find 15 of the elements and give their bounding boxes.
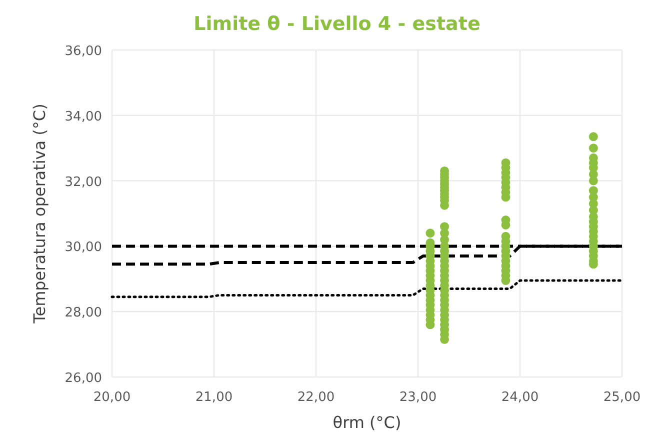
y-tick-label: 34,00	[64, 109, 102, 124]
x-tick-label: 20,00	[93, 390, 131, 405]
chart-title: Limite θ - Livello 4 - estate	[194, 13, 480, 35]
x-tick-label: 24,00	[501, 390, 539, 405]
x-axis-title: θrm (°C)	[332, 413, 402, 432]
y-tick-label: 32,00	[64, 174, 102, 190]
x-tick-label: 23,00	[399, 390, 437, 405]
x-tick-label: 21,00	[195, 390, 233, 405]
y-tick-label: 28,00	[64, 306, 102, 321]
y-tick-label: 26,00	[64, 371, 102, 386]
y-tick-label: 30,00	[64, 240, 102, 256]
x-tick-label: 22,00	[297, 390, 335, 405]
x-tick-label: 25,00	[603, 390, 641, 405]
y-axis-title: Temperatura operativa (°C)	[30, 104, 49, 324]
y-tick-label: 36,00	[64, 44, 102, 59]
